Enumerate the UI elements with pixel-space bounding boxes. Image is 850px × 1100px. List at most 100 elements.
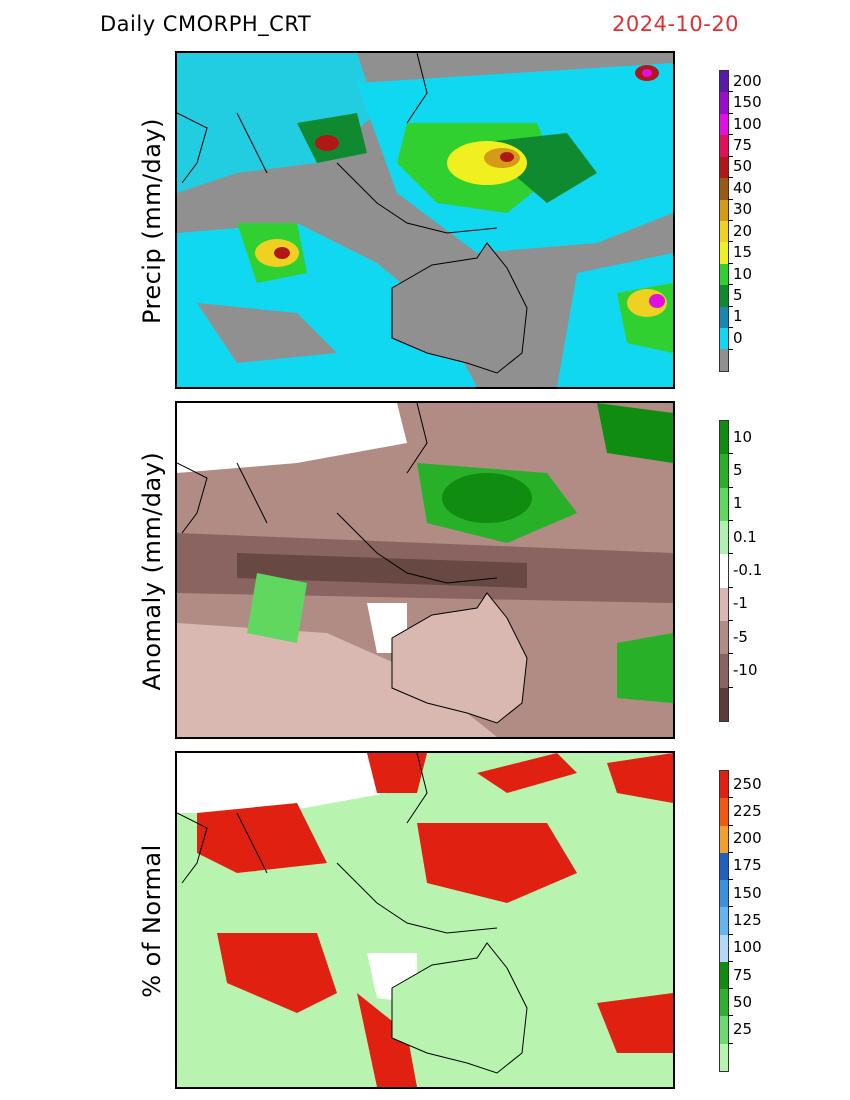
colorbar-tick	[728, 198, 733, 200]
colorbar-segment	[720, 880, 728, 908]
pct-normal-map	[175, 751, 675, 1089]
colorbar-tick-label: 50	[733, 157, 753, 176]
colorbar-tick-label: -5	[733, 627, 748, 646]
colorbar-tick	[728, 906, 733, 908]
colorbar-tick	[728, 520, 733, 521]
colorbar-tick	[728, 91, 733, 93]
colorbar-tick	[728, 851, 733, 853]
colorbar-segment	[720, 421, 728, 455]
colorbar-tick-label: 200	[733, 829, 762, 848]
colorbar-tick-label: 15	[733, 243, 753, 262]
colorbar-segment	[720, 620, 728, 655]
colorbar-tick-label: 150	[733, 93, 762, 112]
colorbar-segment	[720, 263, 728, 286]
colorbar-tick	[728, 879, 733, 881]
colorbar-tick	[728, 586, 733, 588]
colorbar-tick-label: 250	[733, 774, 762, 793]
colorbar-tick-label: 75	[733, 136, 753, 154]
colorbar-tick	[728, 933, 733, 935]
colorbar-tick	[728, 284, 733, 286]
colorbar-tick-label: 75	[733, 965, 753, 984]
colorbar-tick-label: 100	[733, 114, 762, 133]
precip-map	[175, 51, 675, 389]
colorbar-tick	[728, 797, 733, 799]
colorbar-segment	[720, 156, 728, 179]
colorbar-tick	[728, 653, 733, 655]
colorbar-segment	[720, 554, 728, 588]
colorbar-segment	[720, 654, 728, 688]
colorbar-tick-label: 50	[733, 992, 753, 1011]
colorbar-tick	[728, 486, 733, 488]
colorbar-tick-label: 1	[733, 494, 743, 513]
precip-axis-label: Precip (mm/day)	[138, 117, 166, 325]
colorbar-tick	[728, 1042, 733, 1044]
colorbar-tick	[728, 241, 733, 243]
colorbar-tick-label: 5	[733, 286, 743, 304]
colorbar-segment	[720, 306, 728, 329]
colorbar-segment	[720, 349, 728, 371]
colorbar-segment	[720, 328, 728, 350]
colorbar-tick	[728, 220, 733, 221]
pct-colorbar	[719, 770, 729, 1072]
colorbar-tick-label: 10	[733, 264, 753, 283]
product-title: Daily CMORPH_CRT	[100, 12, 312, 36]
colorbar-tick-label: 175	[733, 856, 762, 875]
colorbar-tick-label: -10	[733, 661, 758, 679]
colorbar-tick	[728, 112, 733, 114]
colorbar-segment	[720, 71, 728, 93]
colorbar-tick-label: 30	[733, 200, 753, 219]
colorbar-tick	[728, 620, 733, 621]
colorbar-tick	[728, 1015, 733, 1017]
colorbar-segment	[720, 771, 728, 799]
colorbar-tick	[728, 155, 733, 157]
colorbar-tick	[728, 824, 733, 826]
colorbar-segment	[720, 520, 728, 555]
colorbar-tick-label: 200	[733, 71, 762, 90]
anomaly-colorbar	[719, 420, 729, 722]
colorbar-segment	[720, 852, 728, 881]
colorbar-tick-label: -1	[733, 594, 748, 613]
pct-axis-label: % of Normal	[138, 844, 166, 998]
colorbar-tick-label: 20	[733, 221, 753, 240]
colorbar-tick	[728, 988, 733, 990]
colorbar-tick-label: 40	[733, 178, 753, 197]
colorbar-segment	[720, 220, 728, 243]
colorbar-segment	[720, 587, 728, 621]
colorbar-tick	[728, 960, 733, 962]
colorbar-segment	[720, 961, 728, 990]
colorbar-tick-label: 25	[733, 1020, 753, 1039]
colorbar-segment	[720, 907, 728, 935]
colorbar-tick-label: 0	[733, 328, 743, 347]
colorbar-segment	[720, 798, 728, 826]
colorbar-tick	[728, 134, 733, 136]
colorbar-segment	[720, 487, 728, 521]
colorbar-tick-label: 100	[733, 938, 762, 957]
colorbar-tick-label: 10	[733, 427, 753, 446]
colorbar-tick-label: 1	[733, 307, 743, 326]
colorbar-tick-label: 0.1	[733, 527, 757, 546]
colorbar-tick-label: 225	[733, 801, 762, 820]
colorbar-segment	[720, 1016, 728, 1044]
colorbar-tick	[728, 453, 733, 455]
anomaly-map	[175, 401, 675, 739]
colorbar-segment	[720, 1043, 728, 1071]
colorbar-segment	[720, 178, 728, 200]
colorbar-segment	[720, 825, 728, 853]
colorbar-segment	[720, 199, 728, 221]
anomaly-axis-label: Anomaly (mm/day)	[138, 451, 166, 691]
colorbar-tick	[728, 305, 733, 307]
colorbar-segment	[720, 989, 728, 1017]
colorbar-tick	[728, 262, 733, 264]
colorbar-segment	[720, 242, 728, 264]
colorbar-tick-label: 5	[733, 461, 743, 479]
colorbar-segment	[720, 454, 728, 488]
colorbar-tick-label: 125	[733, 911, 762, 929]
colorbar-tick	[728, 177, 733, 179]
date-label: 2024-10-20	[612, 12, 740, 36]
colorbar-segment	[720, 687, 728, 721]
precip-colorbar	[719, 70, 729, 372]
colorbar-segment	[720, 934, 728, 962]
colorbar-tick	[728, 348, 733, 350]
colorbar-tick-label: 150	[733, 883, 762, 902]
colorbar-tick	[728, 327, 733, 329]
